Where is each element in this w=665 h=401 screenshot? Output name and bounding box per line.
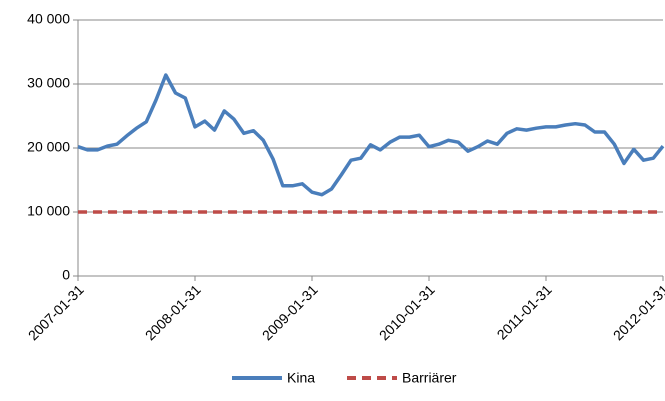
x-tick-label: 2007-01-31 (25, 281, 87, 343)
x-tick-label: 2008-01-31 (142, 281, 204, 343)
y-tick-label: 30 000 (27, 75, 70, 91)
x-tick-label: 2011-01-31 (494, 281, 555, 342)
y-tick-label: 20 000 (27, 139, 70, 155)
y-tick-label: 0 (62, 267, 70, 283)
x-tick-label: 2012-01-31 (610, 281, 665, 343)
x-tick-label: 2009-01-31 (259, 281, 321, 343)
legend-label: Kina (287, 370, 315, 386)
x-tick-label: 2010-01-31 (376, 281, 438, 343)
legend-label: Barriärer (402, 370, 457, 386)
series-line (77, 73, 665, 197)
y-tick-label: 40 000 (27, 11, 70, 27)
y-tick-label: 10 000 (27, 203, 70, 219)
